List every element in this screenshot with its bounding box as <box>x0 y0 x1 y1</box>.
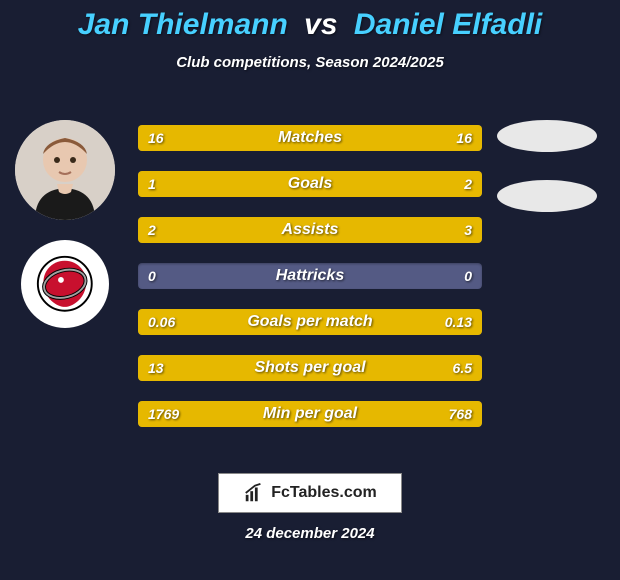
player2-name: Daniel Elfadli <box>354 8 542 41</box>
footer-date: 24 december 2024 <box>245 525 374 542</box>
stat-row: 12Goals <box>138 171 482 197</box>
fctables-logo-icon <box>243 482 265 504</box>
stat-row: 136.5Shots per goal <box>138 355 482 381</box>
brand-badge: FcTables.com <box>218 473 402 513</box>
player1-club-logo <box>21 240 109 328</box>
comparison-card: Jan Thielmann vs Daniel Elfadli Club com… <box>0 0 620 580</box>
footer: FcTables.com 24 december 2024 <box>0 473 620 542</box>
stat-label: Goals per match <box>138 309 482 335</box>
stat-row: 1616Matches <box>138 125 482 151</box>
player-avatar-icon <box>15 120 115 220</box>
player1-column <box>10 120 120 328</box>
stat-row: 0.060.13Goals per match <box>138 309 482 335</box>
stat-label: Hattricks <box>138 263 482 289</box>
stat-row: 23Assists <box>138 217 482 243</box>
title-vs: vs <box>304 8 337 41</box>
stat-label: Goals <box>138 171 482 197</box>
stat-label: Assists <box>138 217 482 243</box>
club-logo-icon <box>34 253 96 315</box>
brand-text: FcTables.com <box>271 484 377 502</box>
subtitle: Club competitions, Season 2024/2025 <box>0 54 620 71</box>
stat-label: Min per goal <box>138 401 482 427</box>
player2-column <box>492 120 602 212</box>
stat-row: 00Hattricks <box>138 263 482 289</box>
page-title: Jan Thielmann vs Daniel Elfadli <box>0 0 620 42</box>
stat-label: Matches <box>138 125 482 151</box>
player2-club-logo-placeholder <box>497 180 597 212</box>
player1-avatar <box>15 120 115 220</box>
stat-label: Shots per goal <box>138 355 482 381</box>
player2-avatar-placeholder <box>497 120 597 152</box>
player1-name: Jan Thielmann <box>78 8 288 41</box>
stats-bars: 1616Matches 12Goals 23Assists 00Hattricks 0.… <box>138 125 482 427</box>
stat-row: 1769768Min per goal <box>138 401 482 427</box>
